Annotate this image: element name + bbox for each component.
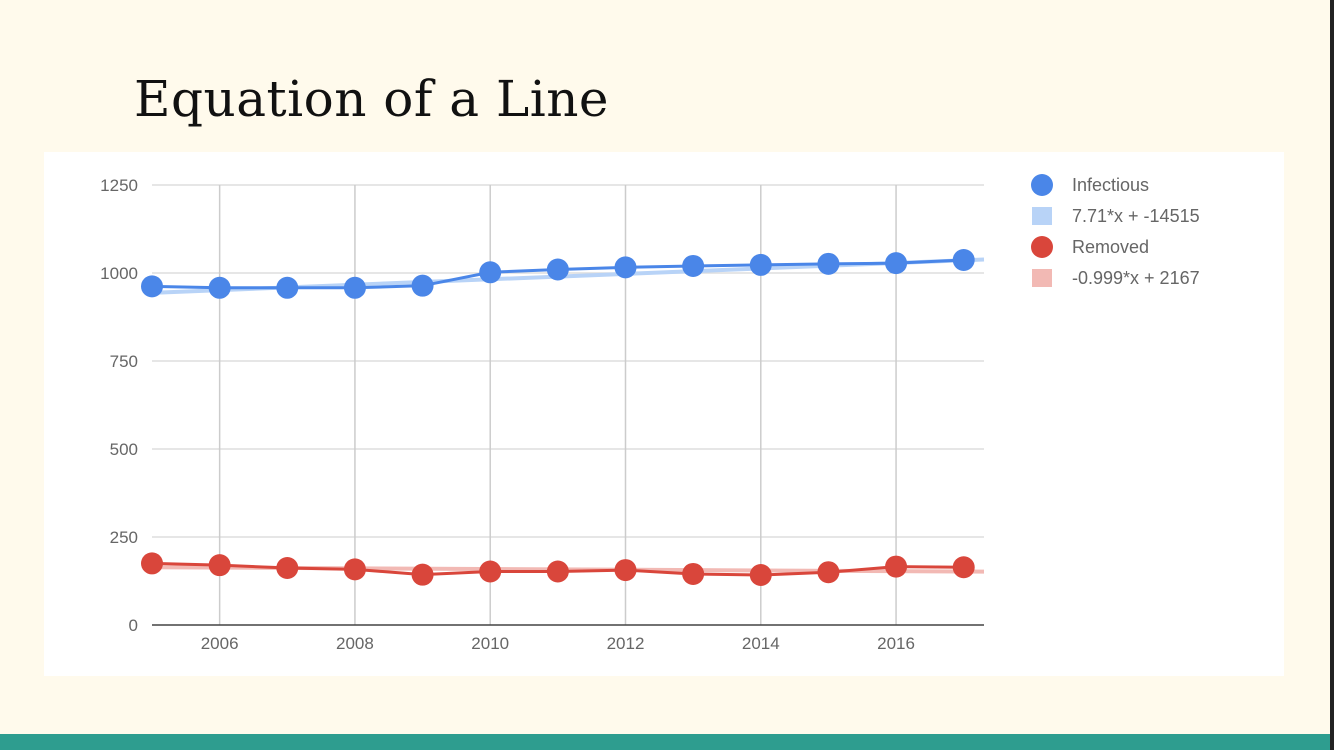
data-point (682, 254, 705, 277)
chart-card: 0 250 500 750 1000 1250 2006 2008 2010 2012 2014 20… (44, 152, 1284, 676)
legend-label: -0.999*x + 2167 (1072, 268, 1200, 288)
y-tick-label: 1250 (100, 176, 138, 195)
data-point (952, 556, 975, 579)
data-point (749, 253, 772, 276)
legend-swatch (1032, 207, 1052, 225)
data-point (682, 562, 705, 585)
data-point (546, 258, 569, 281)
data-point (411, 274, 434, 297)
data-point (208, 276, 231, 299)
x-tick-label: 2012 (607, 634, 645, 653)
data-point (479, 261, 502, 284)
data-point (208, 554, 231, 577)
data-point (614, 559, 637, 582)
data-point (817, 252, 840, 275)
y-tick-label: 500 (110, 440, 138, 459)
data-point (952, 248, 975, 271)
series-layer (141, 248, 975, 587)
grid-layer (152, 184, 984, 625)
y-tick-label: 0 (129, 616, 138, 635)
x-tick-label: 2016 (877, 634, 915, 653)
legend: Infectious 7.71*x + -14515 Removed -0.999*x… (1031, 174, 1200, 288)
x-tick-label: 2006 (201, 634, 239, 653)
legend-label: Removed (1072, 237, 1149, 257)
legend-marker (1031, 174, 1053, 196)
data-point (276, 276, 299, 299)
data-point (749, 564, 772, 587)
legend-label: 7.71*x + -14515 (1072, 206, 1200, 226)
data-point (276, 556, 299, 579)
data-point (817, 561, 840, 584)
y-tick-label: 750 (110, 352, 138, 371)
y-tick-label: 250 (110, 528, 138, 547)
trendline-layer (151, 257, 985, 574)
axis-layer: 0 250 500 750 1000 1250 2006 2008 2010 2012 2014 20… (100, 176, 984, 653)
x-tick-label: 2014 (742, 634, 780, 653)
chart-svg: 0 250 500 750 1000 1250 2006 2008 2010 2012 2014 20… (100, 174, 1200, 653)
data-point (614, 256, 637, 279)
slide-title: Equation of a Line (134, 70, 609, 128)
data-point (479, 560, 502, 583)
window-right-edge (1330, 0, 1334, 750)
x-tick-label: 2008 (336, 634, 374, 653)
data-point (546, 560, 569, 583)
bottom-accent-bar (0, 734, 1334, 750)
legend-swatch (1032, 269, 1052, 287)
data-point (141, 275, 163, 298)
data-point (885, 252, 908, 275)
data-point (141, 552, 163, 575)
legend-marker (1031, 236, 1053, 258)
legend-label: Infectious (1072, 175, 1149, 195)
data-point (411, 563, 434, 586)
data-point (885, 555, 908, 578)
x-tick-label: 2010 (471, 634, 509, 653)
y-tick-label: 1000 (100, 264, 138, 283)
data-point (343, 276, 366, 299)
data-point (343, 558, 366, 581)
